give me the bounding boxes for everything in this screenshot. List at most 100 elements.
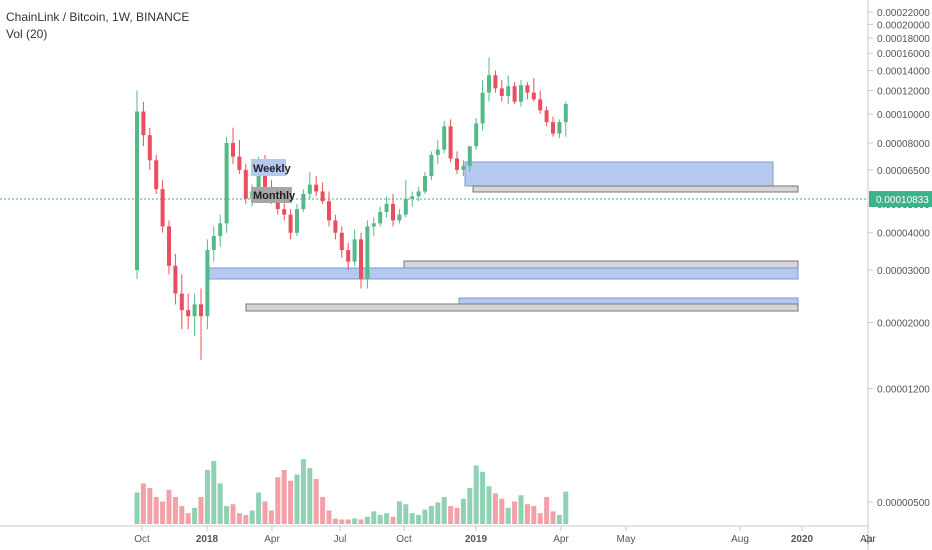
- volume-bar: [307, 468, 313, 524]
- candle-up: [397, 214, 402, 221]
- candle-up: [429, 154, 434, 176]
- volume-bar: [166, 489, 172, 524]
- volume-bars: [134, 459, 569, 524]
- candle-up: [352, 239, 357, 262]
- volume-bar: [230, 504, 236, 524]
- time-tick-label: Apr: [553, 534, 569, 545]
- volume-bar: [544, 497, 550, 524]
- zone-weekly-lower[interactable]: [458, 297, 799, 305]
- price-tick-label: 0.00018000: [877, 34, 930, 45]
- candle-down: [282, 209, 287, 215]
- volume-bar: [460, 498, 466, 524]
- volume-bar: [352, 518, 358, 524]
- volume-bar: [480, 471, 486, 524]
- volume-indicator-label: Vol (20): [6, 27, 48, 41]
- annotation-monthly-label: Monthly: [253, 190, 296, 202]
- zone-weekly-mid[interactable]: [208, 267, 799, 280]
- candle-down: [391, 203, 395, 221]
- candle-up: [410, 196, 415, 199]
- annotation-weekly[interactable]: Weekly: [251, 159, 292, 176]
- zone-monthly-lower[interactable]: [245, 303, 799, 312]
- price-tick-label: 0.00004000: [877, 229, 930, 240]
- volume-bar: [204, 470, 210, 524]
- volume-bar: [416, 515, 422, 524]
- candle-up: [135, 111, 139, 270]
- volume-bar: [512, 501, 518, 524]
- zone-weekly-upper[interactable]: [464, 161, 774, 187]
- volume-bar: [396, 501, 402, 524]
- volume-bar: [550, 511, 556, 524]
- candle-up: [301, 193, 306, 210]
- candle-down: [320, 191, 325, 202]
- candle-up: [365, 226, 370, 279]
- candle-up: [467, 146, 472, 166]
- volume-bar: [224, 506, 230, 524]
- candle-down: [531, 92, 536, 100]
- volume-bar: [524, 504, 530, 524]
- candle-up: [461, 165, 466, 170]
- volume-bar: [160, 501, 166, 524]
- zone-monthly-upper[interactable]: [472, 185, 799, 193]
- candle-up: [307, 184, 312, 194]
- time-tick-label: Apr: [860, 534, 876, 545]
- volume-bar: [268, 510, 274, 524]
- volume-bar: [377, 515, 383, 524]
- volume-bar: [172, 497, 178, 524]
- annotation-monthly-bg: [251, 187, 292, 203]
- volume-bar: [326, 510, 332, 524]
- candle-up: [435, 149, 440, 155]
- candle-up: [384, 203, 389, 212]
- volume-bar: [422, 509, 428, 524]
- volume-bar: [140, 483, 146, 524]
- candle-up: [506, 86, 511, 96]
- candle-down: [154, 160, 159, 190]
- volume-bar: [358, 519, 364, 524]
- last-price-tag: [869, 191, 932, 207]
- candle-down: [275, 198, 280, 210]
- time-tick-label: Aug: [731, 534, 749, 545]
- volume-bar: [192, 507, 198, 524]
- price-tick-label: 0.00014000: [877, 67, 930, 78]
- candle-down: [544, 110, 549, 123]
- volume-bar: [403, 504, 409, 524]
- candle-up: [480, 92, 485, 124]
- volume-bar: [281, 470, 287, 524]
- candle-up: [442, 126, 447, 150]
- volume-bar: [448, 506, 454, 524]
- candle-up: [563, 104, 568, 123]
- candle-down: [186, 310, 191, 317]
- candle-up: [205, 250, 210, 317]
- volume-bar: [563, 491, 569, 524]
- volume-bar: [390, 516, 396, 524]
- annotation-weekly-label: Weekly: [253, 163, 292, 175]
- time-tick-label: Oct: [396, 534, 412, 545]
- volume-bar: [134, 492, 140, 524]
- candle-down: [499, 88, 504, 96]
- time-tick-label: Jul: [334, 534, 347, 545]
- candle-up: [224, 142, 229, 224]
- candle-down: [512, 86, 517, 102]
- volume-bar: [371, 511, 377, 524]
- candle-up: [487, 75, 491, 93]
- candle-down: [327, 201, 331, 221]
- volume-bar: [486, 486, 492, 524]
- candle-down: [288, 214, 293, 233]
- time-tick-label: Oct: [134, 534, 150, 545]
- price-tick-label: 0.00020000: [877, 20, 930, 31]
- price-tick-label: 0.00022000: [877, 8, 930, 19]
- candle-down: [173, 265, 178, 294]
- candle-down: [493, 75, 498, 89]
- candle-up: [557, 122, 562, 134]
- price-tick-label: 0.00016000: [877, 49, 930, 60]
- volume-bar: [288, 480, 294, 524]
- volume-bar: [153, 497, 159, 524]
- volume-bar: [339, 519, 345, 524]
- candles-layer: [135, 57, 568, 360]
- volume-bar: [249, 510, 255, 524]
- candle-down: [167, 226, 171, 266]
- volume-bar: [275, 477, 281, 524]
- candle-down: [359, 239, 363, 279]
- annotation-monthly[interactable]: Monthly: [251, 187, 296, 203]
